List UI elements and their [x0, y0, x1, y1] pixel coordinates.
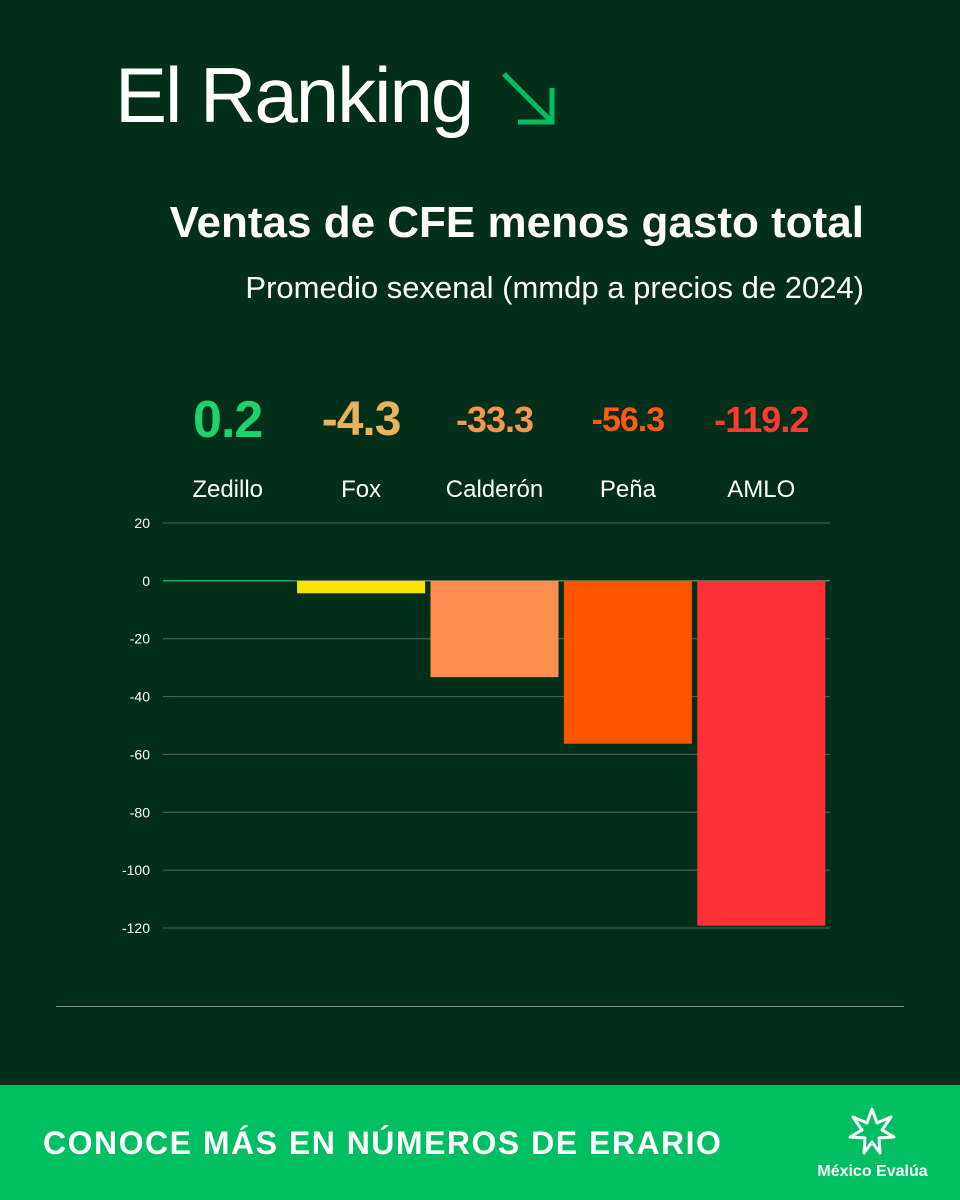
chart-subtitle: Promedio sexenal (mmdp a precios de 2024…: [245, 270, 864, 305]
category-label-peña: Peña: [599, 476, 656, 503]
y-tick-label: -20: [130, 631, 150, 647]
y-tick-label: -60: [130, 746, 150, 762]
y-tick-label: -100: [122, 862, 150, 878]
footer-banner: CONOCE MÁS EN NÚMEROS DE ERARIO México E…: [0, 1085, 960, 1200]
bar-fox: [297, 580, 426, 594]
category-label-amlo: AMLO: [727, 476, 796, 503]
category-label-zedillo: Zedillo: [192, 476, 264, 503]
divider: [56, 1006, 904, 1007]
value-label-peña: -56.3: [591, 401, 666, 439]
bar-calderón: [430, 580, 559, 678]
value-label-zedillo: 0.2: [193, 391, 263, 449]
value-label-calderón: -33.3: [455, 399, 534, 440]
category-label-calderón: Calderón: [445, 476, 544, 503]
footer-cta-link[interactable]: CONOCE MÁS EN NÚMEROS DE ERARIO: [43, 1125, 723, 1161]
y-tick-label: -120: [122, 920, 150, 936]
value-label-amlo: -119.2: [714, 399, 809, 440]
arrow-down-right-icon: [502, 72, 555, 125]
value-label-fox: -4.3: [321, 393, 402, 446]
category-label-fox: Fox: [341, 476, 382, 503]
bar-chart: 20 0 -20 -40 -60 -80 -100 -120: [122, 515, 830, 936]
bar-amlo: [697, 580, 826, 926]
brand-name: México Evalúa: [817, 1163, 928, 1180]
mexico-evalua-logo-icon: [848, 1107, 896, 1155]
y-tick-label: -40: [130, 689, 150, 705]
y-tick-label: -80: [130, 804, 150, 820]
chart-title: Ventas de CFE menos gasto total: [169, 198, 864, 247]
y-tick-label: 0: [142, 573, 150, 589]
bar-zedillo: [163, 580, 292, 581]
page-title: El Ranking: [115, 51, 474, 139]
bar-peña: [563, 580, 692, 744]
y-tick-label: 20: [134, 515, 150, 531]
